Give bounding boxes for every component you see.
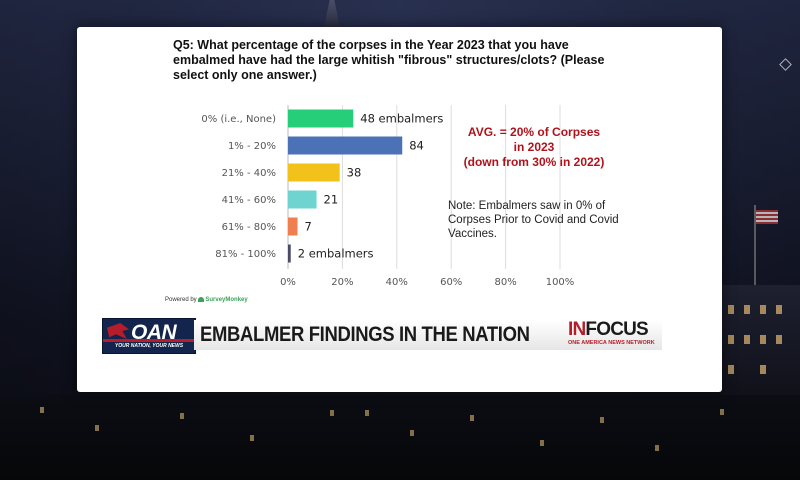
flag-icon — [756, 210, 778, 224]
note-annotation: Note: Embalmers saw in 0% of Corpses Pri… — [448, 200, 619, 240]
surveymonkey-icon — [198, 297, 205, 302]
bar — [288, 163, 340, 182]
x-tick-label: 60% — [440, 277, 462, 288]
headline-bar — [194, 320, 662, 350]
lower-third-banner: OAN YOUR NATION, YOUR NEWS EMBALMER FIND… — [102, 318, 662, 354]
category-label: 41% - 60% — [222, 195, 276, 206]
bar — [288, 244, 291, 263]
category-label: 1% - 20% — [228, 141, 276, 152]
category-label: 21% - 40% — [222, 168, 276, 179]
x-tick-label: 0% — [280, 277, 296, 288]
headline: EMBALMER FINDINGS IN THE NATION — [200, 323, 530, 346]
segment-main: FOCUS — [585, 319, 648, 340]
bar — [288, 109, 354, 128]
bar — [288, 190, 317, 209]
category-label: 61% - 80% — [222, 222, 276, 233]
x-tick-label: 40% — [386, 277, 408, 288]
powered-by-prefix: Powered by — [165, 297, 197, 304]
bar — [288, 217, 298, 236]
data-label: 2 embalmers — [298, 247, 374, 261]
category-label: 81% - 100% — [215, 249, 276, 260]
data-label: 84 — [409, 139, 424, 153]
city-lights — [0, 395, 800, 480]
data-label: 48 embalmers — [360, 112, 443, 126]
flag-pole — [754, 205, 756, 285]
segment-logo: INFOCUS ONE AMERICA NEWS NETWORK — [568, 319, 662, 351]
oan-tagline: YOUR NATION, YOUR NEWS — [114, 343, 184, 349]
average-annotation: AVG. = 20% of Corpses in 2023 (down from… — [449, 125, 619, 170]
avg-line-2: in 2023 — [513, 140, 555, 154]
x-tick-label: 100% — [546, 277, 575, 288]
building-silhouette — [720, 285, 800, 395]
oan-logo: OAN YOUR NATION, YOUR NEWS — [102, 318, 196, 354]
x-tick-label: 80% — [494, 277, 516, 288]
logo-divider — [103, 339, 195, 342]
data-label: 38 — [347, 166, 362, 180]
category-label: 0% (i.e., None) — [201, 114, 276, 125]
oan-logo-text: OAN — [131, 321, 177, 344]
eagle-icon — [107, 323, 129, 339]
avg-line-3: (down from 30% in 2022) — [463, 155, 605, 169]
bar — [288, 136, 403, 155]
segment-prefix: IN — [568, 319, 586, 340]
bar-chart: 0% (i.e., None) 1% - 20% 21% - 40% 41% - 60… — [201, 105, 575, 288]
chart-title: Q5: What percentage of the corpses in th… — [173, 38, 605, 82]
segment-sub: ONE AMERICA NEWS NETWORK — [568, 340, 655, 346]
data-label: 21 — [324, 193, 339, 207]
powered-by-brand: SurveyMonkey — [205, 297, 248, 304]
powered-by: Powered by SurveyMonkey — [165, 297, 248, 303]
data-label: 7 — [305, 220, 312, 234]
x-tick-label: 20% — [331, 277, 353, 288]
avg-line-1: AVG. = 20% of Corpses — [467, 125, 601, 139]
